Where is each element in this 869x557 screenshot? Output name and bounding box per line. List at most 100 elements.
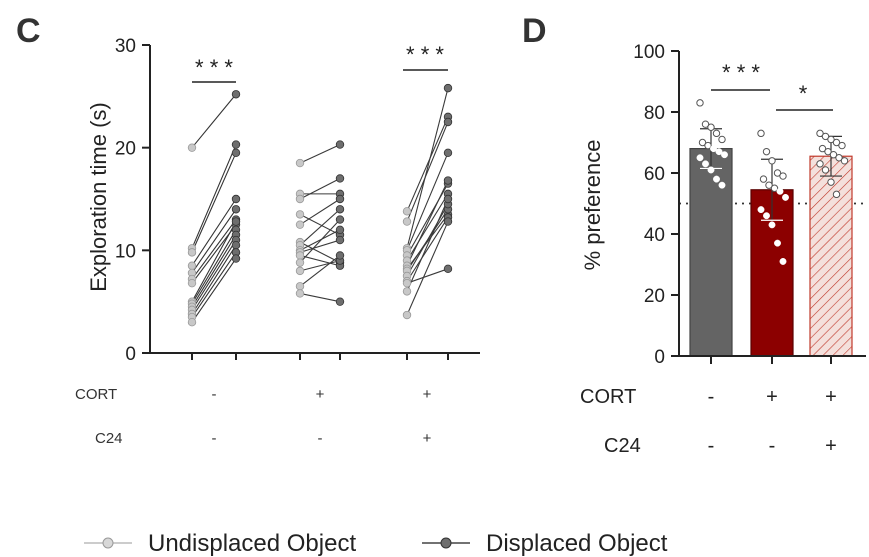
panel-c-displaced-point: [231, 90, 241, 99]
panel-c-pair-line: [299, 239, 341, 253]
panel-c-undisplaced-point: [295, 266, 305, 276]
panel-c-displaced-point: [443, 148, 453, 157]
legend-undisplaced-marker: [102, 537, 114, 549]
legend: Undisplaced Object Displaced Object: [84, 530, 668, 557]
panel-c-displaced-point: [335, 215, 345, 224]
panel-c-undisplaced-point: [295, 258, 305, 267]
panel-c-y-tick-label: 20: [115, 139, 136, 160]
panel-d-individual-point: [763, 212, 770, 220]
panel-d-individual-point: [698, 138, 707, 147]
panel-c-displaced-point: [231, 254, 241, 263]
panel-d-individual-point: [768, 157, 776, 165]
panel-d-c24-label: C24: [604, 435, 641, 457]
panel-c-significance-2: * * *: [406, 42, 444, 67]
panel-c-undisplaced-point: [187, 143, 197, 152]
panel-d-individual-point: [824, 147, 832, 156]
panel-c-undisplaced-point: [402, 207, 412, 216]
panel-d-individual-point: [770, 184, 779, 192]
panel-c-y-axis-title: Exploration time (s): [86, 102, 111, 292]
panel-d-individual-point: [821, 166, 830, 174]
panel-d-individual-point: [713, 175, 720, 183]
panel-c-undisplaced-point: [295, 210, 305, 219]
panel-c-displaced-point: [231, 240, 241, 250]
panel-c-pair-line: [191, 198, 237, 267]
panel-c-pair-line: [299, 177, 341, 200]
panel-c-y-tick-label: 10: [115, 241, 136, 262]
panel-c-undisplaced-point: [402, 217, 412, 226]
panel-c-pair-line: [299, 292, 341, 303]
legend-undisplaced-label: Undisplaced Object: [148, 530, 356, 557]
panel-d-y-tick-label: 0: [654, 347, 665, 368]
panel-d-individual-point: [816, 160, 824, 168]
panel-c-displaced-point: [335, 174, 345, 183]
panel-d-c24-value-3: +: [825, 435, 837, 457]
panel-c-pair-line: [191, 244, 237, 315]
panel-d-individual-point: [707, 123, 715, 131]
panel-d-individual-point: [710, 145, 717, 153]
panel-d-individual-point: [765, 181, 773, 189]
panel-d-individual-point: [721, 151, 728, 159]
panel-c-c24-value-3: +: [423, 430, 432, 447]
panel-c-y-tick-label: 30: [115, 36, 136, 57]
panel-c-pair-line: [191, 208, 237, 274]
panel-d-y-tick-label: 60: [644, 164, 665, 185]
panel-c-displaced-point: [443, 217, 453, 226]
panel-d-y-tick-label: 40: [644, 225, 665, 246]
panel-d-individual-point: [762, 147, 771, 156]
legend-displaced-label: Displaced Object: [486, 530, 668, 557]
panel-c-displaced-point: [443, 83, 453, 93]
panel-c-pair-line: [406, 193, 449, 261]
panel-d-individual-point: [701, 120, 710, 128]
panel-c-pair-line: [299, 255, 341, 287]
panel-d-c24-value-2: -: [769, 435, 776, 457]
panel-c-c24-value-1: -: [212, 430, 217, 447]
panel-c-displaced-point: [335, 140, 345, 149]
panel-c-undisplaced-point: [295, 282, 305, 291]
panel-d-individual-point: [768, 221, 776, 229]
panel-c-cort-value-3: +: [423, 386, 432, 403]
panel-c-displaced-point: [335, 235, 345, 245]
panel-d-individual-point: [704, 141, 712, 150]
panel-c-undisplaced-point: [187, 278, 197, 288]
panel-d-individual-point: [818, 144, 827, 153]
panel-d-cort-value-2: +: [766, 386, 778, 408]
panel-c-cort-label: CORT: [75, 386, 117, 403]
panel-d-individual-point: [712, 129, 721, 138]
panel-c-undisplaced-point: [295, 289, 305, 298]
panel-c-pair-line: [406, 87, 449, 249]
panel-c-pair-line: [299, 198, 341, 226]
panel-c-pair-line: [191, 219, 237, 280]
panel-d-individual-point: [835, 154, 843, 162]
panel-d-individual-point: [696, 99, 704, 107]
panel-c-pair-line: [406, 121, 449, 222]
panel-d-cort-label: CORT: [580, 386, 636, 408]
panel-c-displaced-point: [231, 194, 241, 204]
panel-d-plot: 0 20 40 60 80 100: [633, 42, 866, 368]
panel-d-individual-point: [773, 169, 782, 177]
panel-d-individual-point: [759, 175, 768, 183]
panel-c-letter: C: [16, 12, 41, 50]
panel-d-significance-1: * * *: [722, 60, 760, 85]
panel-d-individual-point: [816, 129, 824, 138]
panel-c-c24-value-2: -: [318, 430, 323, 447]
panel-d-individual-point: [757, 129, 765, 138]
panel-c-undisplaced-point: [187, 261, 197, 270]
panel-c-cort-value-2: +: [316, 386, 325, 403]
panel-d-bar: [809, 155, 853, 357]
panel-d-individual-point: [779, 172, 787, 180]
panel-c-pair-line: [299, 144, 341, 164]
panel-c-displaced-point: [335, 297, 345, 306]
panel-c-pair-line: [406, 217, 449, 282]
panel-c-pair-line: [191, 229, 237, 305]
panel-d-cort-value-1: -: [708, 386, 715, 408]
panel-d-individual-point: [782, 193, 789, 201]
panel-c-undisplaced-point: [295, 158, 305, 168]
panel-d-individual-point: [718, 135, 726, 144]
panel-c-y-tick-label: 0: [125, 344, 136, 365]
panel-c-c24-label: C24: [95, 430, 123, 447]
panel-d-individual-point: [715, 148, 723, 156]
panel-c-displaced-point: [231, 148, 241, 157]
panel-c-pair-line: [299, 229, 341, 251]
panel-d-individual-point: [757, 206, 765, 214]
